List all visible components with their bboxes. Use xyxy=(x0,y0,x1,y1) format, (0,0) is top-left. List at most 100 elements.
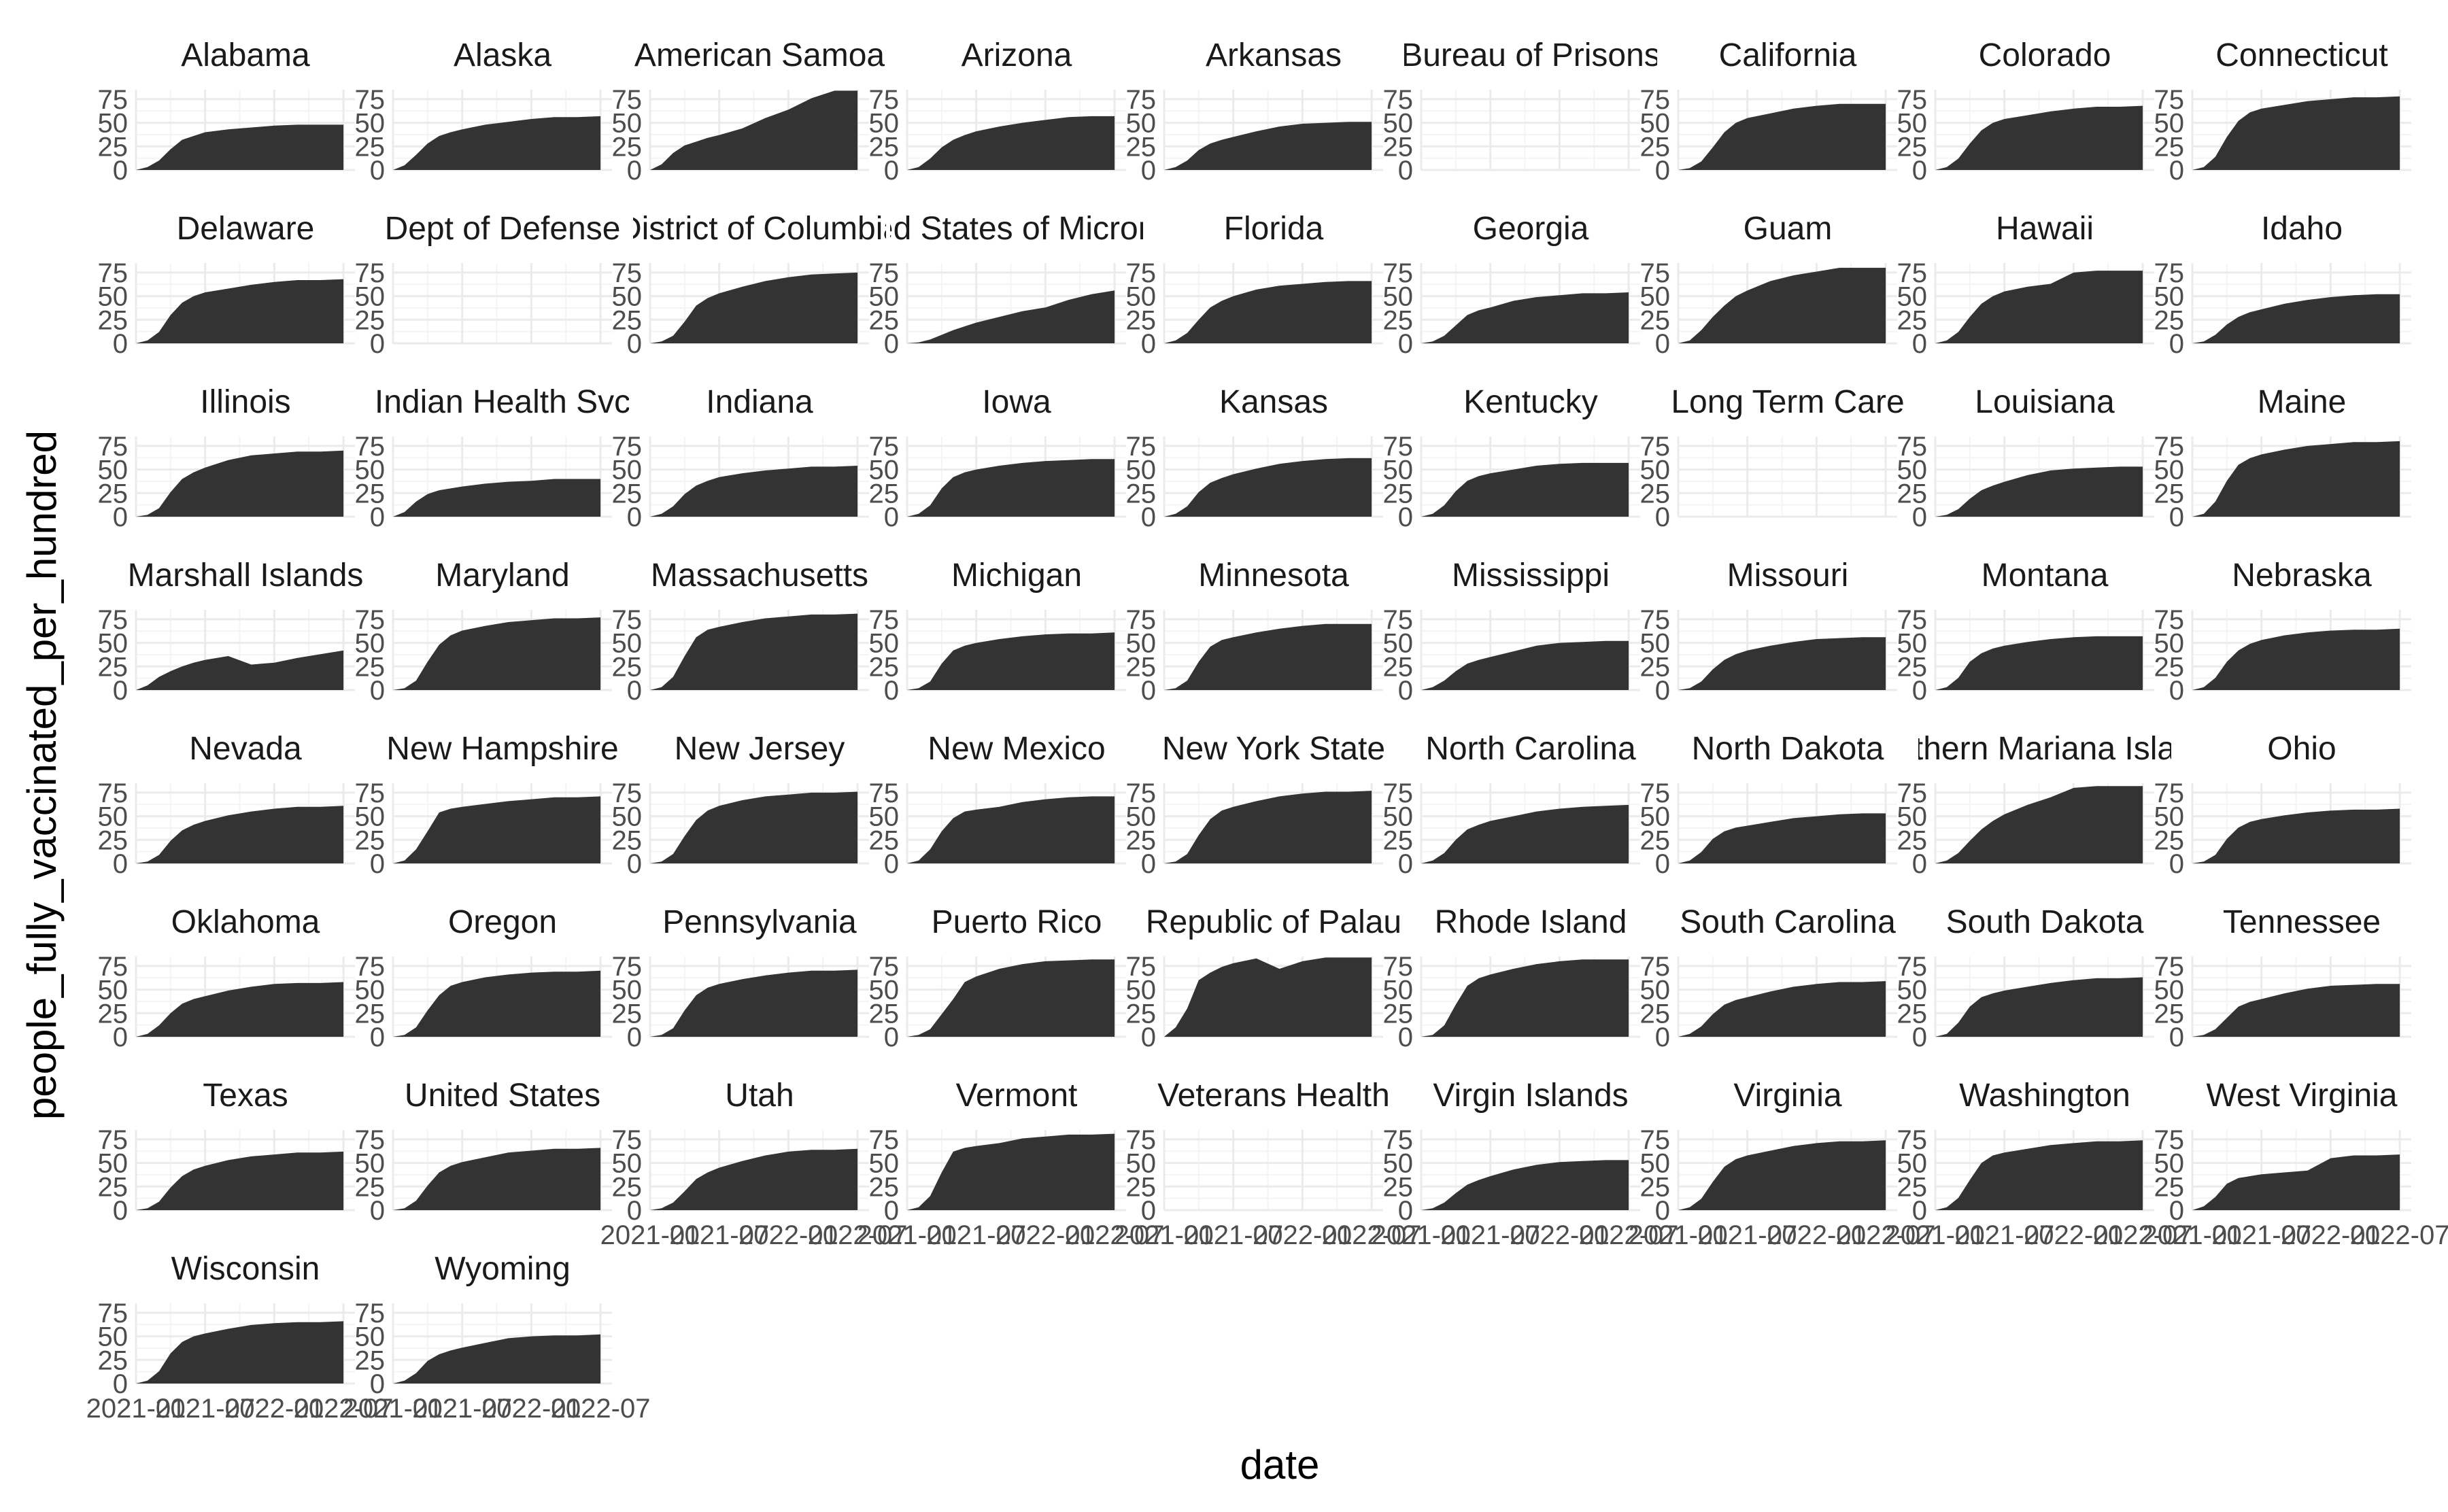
y-tick-label: 75 xyxy=(355,952,386,982)
y-tick-label: 75 xyxy=(1126,605,1157,635)
x-tick-label: 2021-07 xyxy=(1954,1220,2054,1250)
y-tick-label: 75 xyxy=(355,85,386,115)
facet-title: District of Columbia xyxy=(618,211,901,247)
x-tick-label: 2022-01 xyxy=(224,1394,324,1424)
y-tick-label: 50 xyxy=(1897,629,1928,659)
y-tick-label: 0 xyxy=(1912,1196,1927,1226)
facet-title: Virgin Islands xyxy=(1433,1078,1628,1114)
facet-title: California xyxy=(1719,37,1857,73)
facet-area xyxy=(1164,791,1372,863)
facet-area xyxy=(650,613,858,690)
y-tick-label: 75 xyxy=(1383,952,1414,982)
x-tick-label: 2021-07 xyxy=(2211,1220,2311,1250)
y-tick-label: 50 xyxy=(612,456,643,485)
y-tick-label: 25 xyxy=(1640,1172,1671,1202)
facet-area xyxy=(2192,808,2400,863)
y-tick-label: 0 xyxy=(1141,1023,1156,1052)
facet-area xyxy=(1421,804,1629,863)
y-tick-label: 50 xyxy=(2154,802,2185,832)
y-tick-label: 25 xyxy=(1383,825,1414,855)
y-tick-label: 50 xyxy=(98,282,129,312)
y-tick-label: 75 xyxy=(1640,85,1671,115)
facet-title: Vermont xyxy=(956,1078,1078,1114)
y-tick-label: 75 xyxy=(1640,952,1671,982)
y-tick-label: 25 xyxy=(355,1172,386,1202)
facet-area xyxy=(1164,458,1372,517)
y-tick-label: 25 xyxy=(1126,999,1157,1029)
y-tick-label: 0 xyxy=(2169,329,2184,359)
y-tick-label: 25 xyxy=(98,1345,129,1375)
y-tick-label: 25 xyxy=(355,652,386,682)
y-tick-label: 25 xyxy=(869,999,900,1029)
facet-area xyxy=(650,1148,858,1210)
facet-area xyxy=(907,1133,1115,1210)
facet-title: Arkansas xyxy=(1206,37,1342,73)
facet-area xyxy=(136,1321,344,1384)
facet-title: New Hampshire xyxy=(386,731,618,767)
y-tick-label: 75 xyxy=(1383,85,1414,115)
facet-title: Maryland xyxy=(435,557,569,594)
y-tick-label: 0 xyxy=(1398,502,1413,532)
facet-area xyxy=(1164,281,1372,343)
facet-panel: Virgin Islands02550752021-012021-072022-… xyxy=(1372,1078,1679,1250)
y-tick-label: 0 xyxy=(884,1196,899,1226)
y-tick-label: 0 xyxy=(1398,156,1413,186)
facet-title: American Samoa xyxy=(634,37,885,73)
y-tick-label: 25 xyxy=(355,305,386,335)
y-tick-label: 0 xyxy=(1398,849,1413,879)
y-tick-label: 75 xyxy=(1126,85,1157,115)
y-tick-label: 0 xyxy=(1655,676,1670,706)
y-tick-label: 50 xyxy=(869,109,900,139)
y-tick-label: 0 xyxy=(1655,849,1670,879)
y-tick-label: 75 xyxy=(98,1299,129,1328)
facet-area xyxy=(650,466,858,517)
facet-title: West Virginia xyxy=(2206,1078,2397,1114)
y-tick-label: 50 xyxy=(98,1322,129,1352)
y-tick-label: 50 xyxy=(1897,802,1928,832)
y-tick-label: 75 xyxy=(612,432,643,462)
y-tick-label: 25 xyxy=(355,132,386,162)
y-tick-label: 25 xyxy=(1640,652,1671,682)
y-tick-label: 75 xyxy=(2154,1125,2185,1155)
facet-area xyxy=(393,479,601,517)
x-tick-label: 2022-01 xyxy=(738,1220,838,1250)
facet-area xyxy=(907,632,1115,690)
y-tick-label: 50 xyxy=(1640,109,1671,139)
x-tick-label: 2021-07 xyxy=(155,1394,255,1424)
y-tick-label: 25 xyxy=(1897,999,1928,1029)
y-tick-label: 75 xyxy=(98,778,129,808)
facet-title: Pennsylvania xyxy=(662,904,857,940)
y-tick-label: 25 xyxy=(612,479,643,509)
facet-area xyxy=(650,969,858,1037)
y-tick-label: 75 xyxy=(2154,952,2185,982)
facet-panel: Vermont02550752021-012021-072022-012022-… xyxy=(857,1078,1165,1250)
y-tick-label: 0 xyxy=(884,849,899,879)
y-tick-label: 50 xyxy=(612,629,643,659)
facet-area xyxy=(1421,1160,1629,1210)
y-tick-label: 50 xyxy=(2154,109,2185,139)
facet-title: Alabama xyxy=(181,37,310,73)
y-tick-label: 75 xyxy=(869,85,900,115)
y-tick-label: 50 xyxy=(612,109,643,139)
y-tick-label: 25 xyxy=(1897,825,1928,855)
y-tick-label: 25 xyxy=(1383,132,1414,162)
facet-area xyxy=(393,1334,601,1384)
x-axis-title: date xyxy=(1240,1442,1320,1488)
facet-title: Minnesota xyxy=(1198,557,1349,594)
facet-area xyxy=(1935,1140,2143,1210)
facet-area xyxy=(1421,959,1629,1037)
y-tick-label: 75 xyxy=(612,85,643,115)
